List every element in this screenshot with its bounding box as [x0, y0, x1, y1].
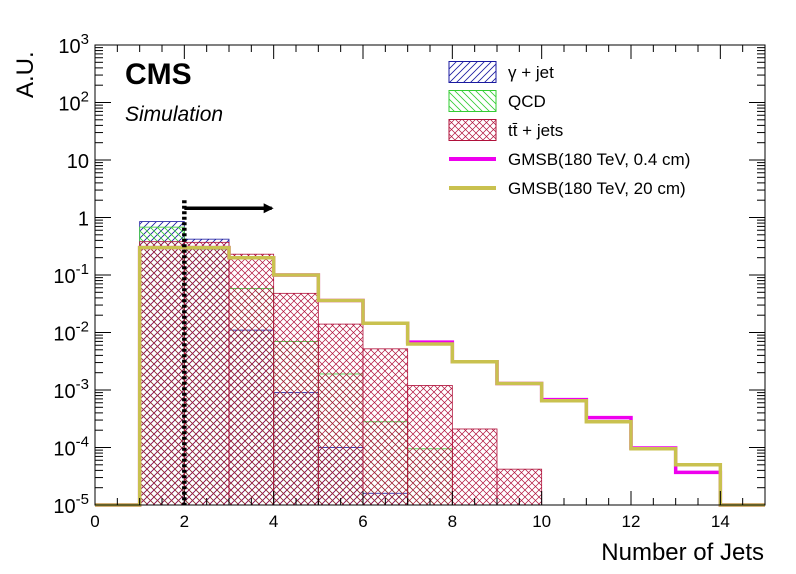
y-tick-label: 1 [78, 209, 89, 231]
bar-2-2 [183, 241, 230, 506]
series-2 [139, 241, 543, 506]
legend-entry-2: tt̄ + jets [448, 119, 563, 141]
x-tick-label: 0 [90, 512, 99, 531]
simulation-label: Simulation [125, 103, 223, 126]
x-tick-label: 6 [358, 512, 367, 531]
legend-entry-3: GMSB(180 TeV, 0.4 cm) [449, 150, 690, 169]
cut-arrow-head [263, 203, 274, 214]
y-tick-label: 10 [67, 151, 89, 173]
legend: γ + jet QCD tt̄ + jets GMSB(180 TeV, 0.4 cm… [448, 61, 690, 198]
y-tick-label: 10-4 [53, 434, 89, 461]
legend-entry-4: GMSB(180 TeV, 20 cm) [449, 179, 686, 198]
x-tick-label: 12 [622, 512, 641, 531]
x-tick-label: 2 [180, 512, 189, 531]
y-tick-label: 10-1 [53, 261, 89, 288]
y-tick-label: 10-3 [53, 376, 89, 403]
y-tick-label: 10-2 [53, 319, 89, 346]
legend-label: QCD [508, 92, 546, 111]
legend-swatch [448, 90, 497, 112]
y-tick-label: 10-5 [53, 491, 89, 518]
bar-2-1 [139, 241, 185, 506]
legend-label: GMSB(180 TeV, 0.4 cm) [508, 150, 690, 169]
y-axis-title: A.U. [12, 51, 39, 98]
x-tick-label: 10 [532, 512, 551, 531]
legend-label: tt̄ + jets [508, 121, 563, 140]
cut-indicator [182, 200, 274, 505]
series-line-4 [95, 245, 765, 507]
y-tick-label: 102 [58, 89, 89, 116]
y-tick-label: 103 [58, 31, 89, 58]
bar-2-6 [362, 348, 409, 506]
bar-2-4 [273, 292, 319, 506]
legend-entry-1: QCD [448, 90, 546, 112]
bar-2-7 [407, 385, 453, 506]
bar-2-8 [451, 428, 498, 506]
bar-2-3 [228, 253, 275, 506]
legend-swatch [448, 119, 497, 141]
legend-swatch [448, 61, 497, 83]
legend-entry-0: γ + jet [448, 61, 554, 83]
x-tick-label: 4 [269, 512, 278, 531]
x-tick-label: 14 [711, 512, 730, 531]
legend-label: GMSB(180 TeV, 20 cm) [508, 179, 686, 198]
legend-label: γ + jet [508, 63, 554, 82]
x-axis-title: Number of Jets [601, 539, 764, 566]
cms-label: CMS [125, 58, 192, 91]
histogram-layer [95, 221, 765, 507]
x-tick-label: 8 [448, 512, 457, 531]
bar-2-5 [317, 323, 364, 506]
axis-ticks: 0 2 4 6 8 10 12 14 10-5 10-4 10-3 10-2 10-1 1 10 102 103 [53, 31, 766, 531]
